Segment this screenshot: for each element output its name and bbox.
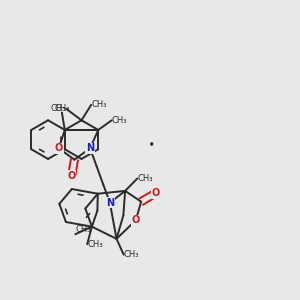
Text: CH₃: CH₃ bbox=[87, 240, 103, 249]
Text: CH₃: CH₃ bbox=[91, 100, 107, 109]
Text: CH₃: CH₃ bbox=[54, 103, 70, 112]
Text: CH₃: CH₃ bbox=[51, 104, 66, 113]
Text: CH₃: CH₃ bbox=[137, 174, 153, 183]
Text: O: O bbox=[151, 188, 159, 198]
Text: N: N bbox=[86, 143, 94, 153]
Text: O: O bbox=[68, 171, 76, 181]
Text: O: O bbox=[132, 215, 140, 225]
Text: N: N bbox=[106, 198, 114, 208]
Text: O: O bbox=[55, 143, 63, 153]
Text: CH₃: CH₃ bbox=[124, 250, 139, 259]
Text: CH₃: CH₃ bbox=[112, 116, 127, 125]
Text: CH₃: CH₃ bbox=[75, 225, 91, 234]
